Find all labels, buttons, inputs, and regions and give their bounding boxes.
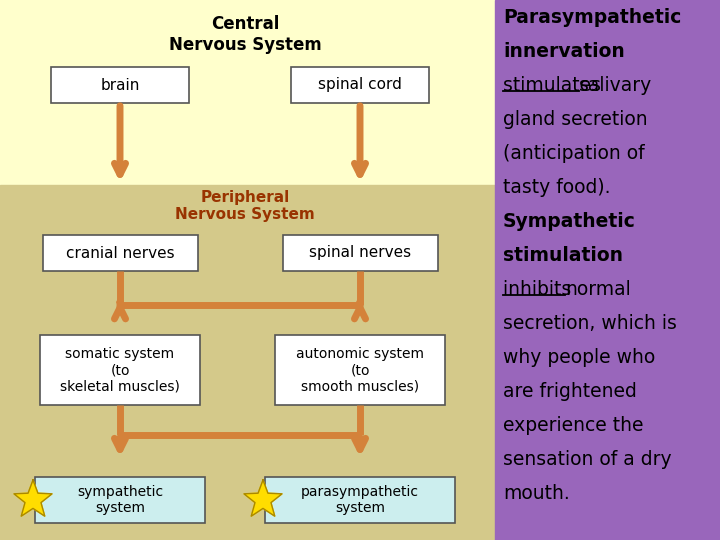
Text: autonomic system
(to
smooth muscles): autonomic system (to smooth muscles) (296, 347, 424, 393)
Text: tasty food).: tasty food). (503, 178, 611, 197)
FancyBboxPatch shape (291, 67, 429, 103)
FancyBboxPatch shape (51, 67, 189, 103)
FancyBboxPatch shape (275, 335, 445, 405)
Text: Peripheral
Nervous System: Peripheral Nervous System (175, 190, 315, 222)
Bar (0, 0, 495, 185)
Text: sensation of a dry: sensation of a dry (503, 450, 672, 469)
Polygon shape (14, 480, 52, 516)
Polygon shape (244, 480, 282, 516)
Text: Parasympathetic: Parasympathetic (503, 8, 681, 27)
Text: parasympathetic
system: parasympathetic system (301, 485, 419, 515)
Text: mouth.: mouth. (503, 484, 570, 503)
Bar (495, 0, 720, 540)
Text: Central
Nervous System: Central Nervous System (168, 15, 321, 54)
Text: somatic system
(to
skeletal muscles): somatic system (to skeletal muscles) (60, 347, 180, 393)
Text: normal: normal (565, 280, 631, 299)
FancyBboxPatch shape (35, 477, 205, 523)
Text: stimulates: stimulates (503, 76, 607, 95)
Text: experience the: experience the (503, 416, 644, 435)
FancyBboxPatch shape (42, 235, 197, 271)
FancyBboxPatch shape (40, 335, 200, 405)
Text: salivary: salivary (579, 76, 652, 95)
Text: sympathetic
system: sympathetic system (77, 485, 163, 515)
Text: why people who: why people who (503, 348, 655, 367)
Text: spinal nerves: spinal nerves (309, 246, 411, 260)
Text: (anticipation of: (anticipation of (503, 144, 644, 163)
FancyBboxPatch shape (282, 235, 438, 271)
Text: are frightened: are frightened (503, 382, 637, 401)
Text: stimulation: stimulation (503, 246, 623, 265)
Text: Sympathetic: Sympathetic (503, 212, 636, 231)
Text: innervation: innervation (503, 42, 625, 61)
Text: secretion, which is: secretion, which is (503, 314, 677, 333)
Text: cranial nerves: cranial nerves (66, 246, 174, 260)
Text: inhibits: inhibits (503, 280, 577, 299)
Text: gland secretion: gland secretion (503, 110, 647, 129)
Text: spinal cord: spinal cord (318, 78, 402, 92)
FancyBboxPatch shape (265, 477, 455, 523)
Text: brain: brain (100, 78, 140, 92)
Bar (0, 185, 495, 540)
